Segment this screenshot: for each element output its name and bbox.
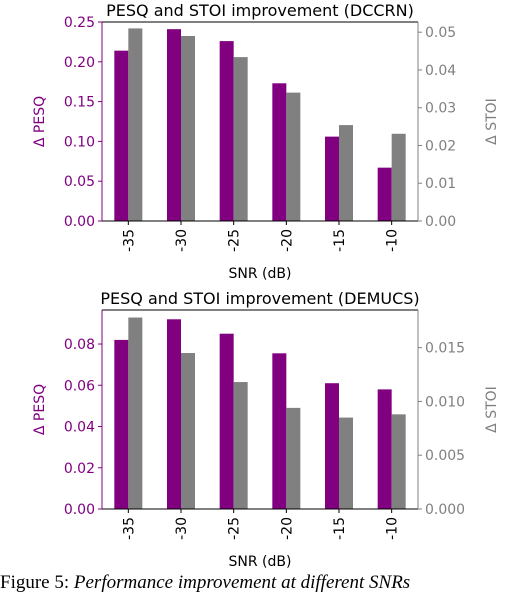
chart-1: PESQ and STOI improvement (DCCRN) -35 -30 -… (32, 1, 500, 282)
y-tick-label-left: 0.04 (64, 420, 95, 436)
bar-pesq (167, 29, 181, 221)
y-tick-label-left: 0.20 (64, 55, 95, 71)
y-axis-label-right: Δ STOI (484, 386, 500, 433)
y-tick-label-right: 0.005 (425, 448, 465, 464)
x-tick-label: -15 (332, 229, 348, 252)
y-tick-label-left: 0.25 (64, 15, 95, 31)
x-tick-label: -10 (385, 517, 401, 540)
bar-stoi (128, 317, 143, 509)
bar-stoi (181, 353, 195, 509)
chart-title: PESQ and STOI improvement (DEMUCS) (100, 289, 419, 308)
y-axis-label-right: Δ STOI (484, 98, 500, 145)
y-tick-label-left: 0.06 (64, 378, 95, 394)
bar-pesq (219, 333, 234, 509)
bar-stoi (391, 133, 406, 221)
x-tick-label: -15 (332, 517, 348, 540)
bar-pesq (377, 167, 392, 221)
bar-stoi (233, 57, 248, 221)
x-tick-label: -20 (279, 229, 295, 252)
bar-pesq (272, 353, 287, 509)
y-axis-label-left: Δ PESQ (32, 384, 48, 435)
bar-stoi (339, 125, 353, 221)
bar-stoi (128, 28, 143, 221)
y-tick-label-left: 0.10 (64, 134, 95, 150)
x-tick-label: -30 (174, 517, 190, 540)
x-axis-label: SNR (dB) (229, 554, 292, 570)
figure-caption: Figure 5: Performance improvement at dif… (0, 574, 530, 592)
bar-pesq (219, 41, 234, 221)
y-tick-label-right: 0.02 (425, 138, 456, 154)
bar-pesq (325, 383, 339, 509)
bar-stoi (339, 417, 353, 509)
y-tick-label-left: 0.08 (64, 337, 95, 353)
x-tick-label: -10 (385, 229, 401, 252)
bar-pesq (114, 50, 129, 221)
bar-stoi (286, 92, 301, 221)
y-tick-label-right: 0.00 (425, 214, 456, 230)
bar-pesq (114, 339, 129, 509)
bar-pesq (377, 389, 392, 509)
y-axis-label-left: Δ PESQ (32, 96, 48, 147)
chart-2: PESQ and STOI improvement (DEMUCS) -35 -30… (32, 289, 500, 570)
bar-stoi (391, 414, 406, 509)
figure-caption-text: Performance improvement at different SNR… (73, 574, 411, 592)
x-axis-label: SNR (dB) (229, 266, 292, 282)
x-tick-label: -35 (121, 517, 137, 540)
chart-title: PESQ and STOI improvement (DCCRN) (106, 1, 414, 20)
y-tick-label-right: 0.01 (425, 176, 456, 192)
x-tick-label: -20 (279, 517, 295, 540)
bar-stoi (233, 382, 248, 509)
bar-stoi (286, 407, 301, 509)
y-tick-label-right: 0.03 (425, 101, 456, 117)
y-tick-label-right: 0.04 (425, 63, 456, 79)
bar-stoi (181, 35, 195, 221)
x-tick-label: -35 (121, 229, 137, 252)
y-tick-label-right: 0.000 (425, 502, 465, 518)
bar-pesq (272, 83, 287, 222)
y-tick-label-left: 0.00 (64, 214, 95, 230)
y-tick-label-right: 0.015 (425, 341, 465, 357)
x-tick-label: -30 (174, 229, 190, 252)
y-tick-label-right: 0.010 (425, 394, 465, 410)
y-tick-label-right: 0.05 (425, 25, 456, 41)
y-tick-label-left: 0.05 (64, 174, 95, 190)
y-tick-label-left: 0.00 (64, 502, 95, 518)
figure-caption-label: Figure 5: (0, 574, 70, 592)
bar-pesq (325, 136, 339, 221)
bar-pesq (167, 319, 181, 509)
y-tick-label-left: 0.02 (64, 461, 95, 477)
x-tick-label: -25 (227, 517, 243, 540)
x-tick-label: -25 (227, 229, 243, 252)
y-tick-label-left: 0.15 (64, 95, 95, 111)
